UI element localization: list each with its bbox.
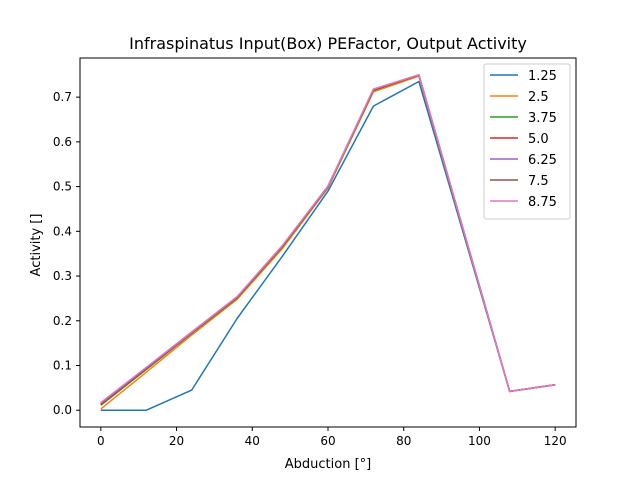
x-tick-label: 0: [97, 434, 105, 448]
x-tick-label: 40: [245, 434, 260, 448]
y-tick-label: 0.7: [53, 90, 72, 104]
x-tick-label: 20: [169, 434, 184, 448]
legend-label: 2.5: [528, 90, 549, 105]
series-lines: [100, 74, 556, 411]
legend-box: [483, 63, 571, 220]
y-tick-label: 0.0: [53, 403, 72, 417]
chart-title: Infraspinatus Input(Box) PEFactor, Outpu…: [129, 34, 527, 53]
y-tick-label: 0.4: [53, 224, 72, 238]
y-tick-label: 0.6: [53, 135, 72, 149]
legend: 1.25 2.5 3.75 5.0 6.25 7.5 8.75: [483, 63, 571, 220]
x-tick-label: 120: [544, 434, 567, 448]
legend-label: 5.0: [528, 132, 549, 147]
x-axis: 0 20 40 60 80 100 120: [97, 427, 567, 448]
legend-label: 3.75: [528, 111, 557, 126]
x-tick-label: 80: [396, 434, 411, 448]
y-axis-label: Activity []: [29, 214, 44, 277]
y-tick-label: 0.5: [53, 180, 72, 194]
x-tick-label: 60: [320, 434, 335, 448]
series-line-8.75: [100, 74, 556, 404]
legend-label: 7.5: [528, 174, 549, 189]
legend-label: 6.25: [528, 153, 557, 168]
x-tick-label: 100: [468, 434, 491, 448]
y-tick-label: 0.1: [53, 359, 72, 373]
y-tick-label: 0.3: [53, 269, 72, 283]
x-axis-label: Abduction [°]: [285, 457, 371, 472]
y-tick-label: 0.2: [53, 314, 72, 328]
y-axis: 0.0 0.1 0.2 0.3 0.4 0.5 0.6 0.7: [53, 90, 80, 417]
legend-label: 1.25: [528, 69, 557, 84]
legend-label: 8.75: [528, 195, 557, 210]
